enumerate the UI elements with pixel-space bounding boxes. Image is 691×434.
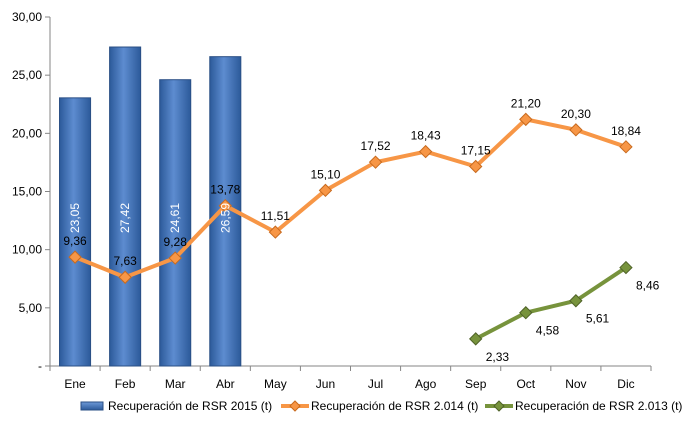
bar (59, 97, 92, 367)
orange-series-marker (118, 270, 132, 284)
x-tick-label: Abr (216, 377, 235, 391)
orange-series-marker (268, 225, 283, 239)
green-series-marker (519, 306, 533, 320)
green-data-label: 5,61 (586, 312, 610, 326)
bar-data-label: 23,05 (68, 203, 82, 233)
axes: - 5,00 10,00 15,00 20,00 25,00 30,00 Ene Feb Mar A… (12, 10, 652, 391)
green-series-marker (469, 332, 483, 346)
x-tick-label: Feb (115, 377, 136, 391)
orange-data-label: 11,51 (261, 209, 290, 223)
x-tick-label: Sep (465, 377, 487, 391)
orange-series-marker (368, 155, 383, 169)
line-series (68, 112, 633, 346)
orange-data-label: 9,36 (63, 234, 87, 248)
legend: Recuperación de RSR 2015 (t) Recuperación… (80, 399, 682, 413)
green-data-label: 8,46 (636, 279, 660, 293)
y-tick-label: 10,00 (12, 243, 42, 257)
green-data-label: 4,58 (536, 324, 560, 338)
bar-data-label: 24,61 (168, 203, 182, 233)
x-tick-label: Ago (415, 377, 437, 391)
orange-series-marker (68, 250, 82, 264)
orange-data-label: 7,63 (113, 254, 137, 268)
bar (109, 46, 142, 367)
legend-label: Recuperación de RSR 2.014 (t) (311, 399, 478, 413)
bar (159, 79, 192, 367)
orange-data-label: 9,28 (164, 235, 188, 249)
orange-series-marker (168, 251, 182, 265)
y-tick-label: 25,00 (12, 68, 42, 82)
green-series-marker (619, 260, 633, 275)
y-tick-label: - (38, 359, 42, 373)
green-data-label: 2,33 (486, 350, 510, 364)
data-labels: 23,05 27,42 24,61 26,59 9,36 7,63 9,28 13,78 11,… (63, 96, 659, 364)
orange-data-label: 13,78 (210, 183, 240, 197)
bar-series (59, 46, 242, 367)
y-tick-label: 15,00 (12, 185, 42, 199)
orange-series-marker (218, 198, 232, 213)
orange-data-label: 20,30 (561, 107, 591, 121)
orange-series-marker (519, 112, 533, 127)
orange-data-label: 17,15 (461, 143, 491, 157)
legend-bar-swatch (80, 401, 104, 411)
orange-series-marker (469, 159, 483, 174)
bar-data-label: 26,59 (218, 203, 232, 233)
orange-series-marker (569, 123, 583, 137)
bar-data-label: 27,42 (118, 203, 132, 233)
orange-data-label: 18,84 (611, 124, 641, 138)
legend-label: Recuperación de RSR 2015 (t) (108, 399, 272, 413)
legend-orange-marker (289, 400, 301, 412)
legend-label: Recuperación de RSR 2.013 (t) (515, 399, 682, 413)
green-series-marker (569, 294, 583, 308)
orange-data-label: 18,43 (411, 129, 441, 143)
x-tick-label: Nov (565, 377, 586, 391)
x-tick-label: Ene (64, 377, 86, 391)
x-tick-label: Jul (368, 377, 383, 391)
green-series-line (473, 265, 628, 341)
orange-series-marker (318, 183, 333, 198)
x-tick-label: Oct (516, 377, 535, 391)
x-tick-label: Mar (165, 377, 186, 391)
y-tick-label: 20,00 (12, 126, 42, 140)
legend-green-marker (493, 400, 505, 412)
x-tick-label: Dic (617, 377, 634, 391)
x-tick-label: May (264, 377, 287, 391)
y-tick-label: 30,00 (12, 10, 42, 24)
orange-data-label: 15,10 (310, 167, 340, 181)
orange-data-label: 17,52 (361, 139, 391, 153)
orange-series-line (73, 117, 628, 280)
orange-series-marker (619, 140, 633, 154)
orange-series-marker (418, 144, 433, 159)
orange-data-label: 21,20 (511, 96, 541, 110)
y-tick-label: 5,00 (19, 301, 43, 315)
x-tick-label: Jun (316, 377, 335, 391)
